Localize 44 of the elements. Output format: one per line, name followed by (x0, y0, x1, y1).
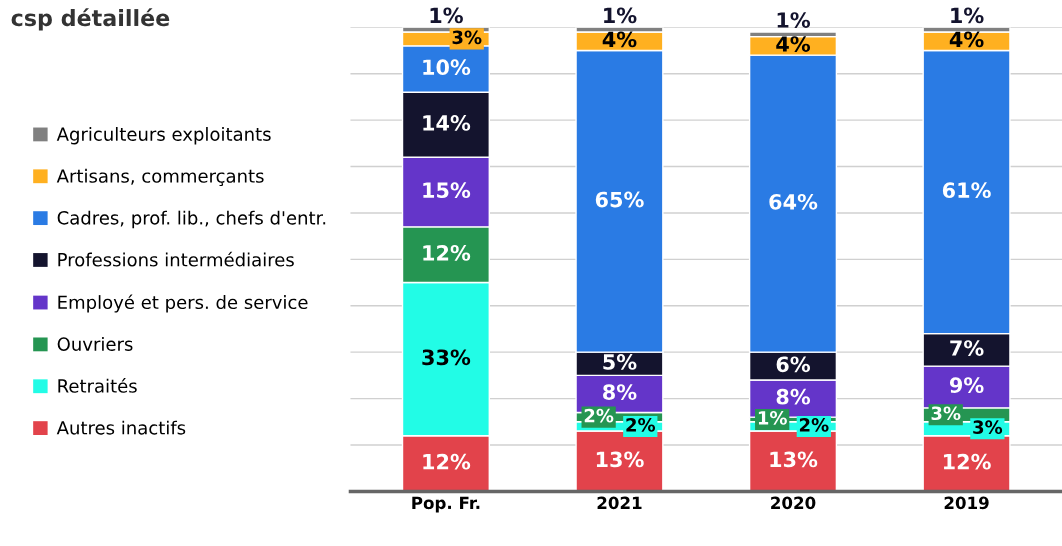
data-label: 33% (422, 349, 471, 366)
legend-label: Autres inactifs (56, 420, 186, 435)
x-tick-label: 2020 (771, 496, 816, 510)
legend-label: Agriculteurs exploitants (56, 126, 271, 145)
data-label: 8% (776, 388, 811, 405)
data-label: 2% (799, 418, 829, 432)
data-label: 12% (423, 245, 471, 261)
data-label: 1% (758, 411, 787, 425)
data-label: 4% (949, 31, 984, 48)
data-label: 13% (770, 451, 818, 468)
x-tick-label: Pop. Fr. (412, 496, 480, 513)
data-label: 1% (604, 7, 637, 24)
data-label: 61% (942, 182, 991, 199)
x-tick-label: 2021 (597, 496, 642, 510)
data-label: 4% (776, 36, 811, 52)
text: csp détaillée (11, 8, 170, 31)
legend-label: Retraités (58, 378, 137, 393)
data-label: 9% (949, 377, 984, 394)
data-label: 5% (603, 354, 637, 370)
legend-label: Ouvriers (57, 336, 133, 351)
data-label: 64% (769, 193, 818, 210)
data-label: 12% (423, 453, 471, 470)
data-label: 12% (943, 453, 991, 470)
legend-label: Cadres, prof. lib., chefs d'entr. (57, 210, 326, 229)
data-label: 65% (595, 191, 644, 208)
data-label: 1% (777, 12, 811, 28)
legend-label: Professions intermédiaires (58, 251, 294, 267)
data-label: 10% (423, 59, 471, 76)
data-label: 15% (423, 182, 471, 199)
data-label: 7% (950, 340, 984, 356)
x-tick-label: 2019 (944, 496, 989, 510)
legend-label: Employé et pers. de service (58, 294, 308, 313)
data-label: 14% (423, 115, 471, 131)
data-label: 2% (626, 418, 656, 432)
data-label: 13% (596, 451, 644, 468)
data-label: 6% (776, 356, 811, 373)
data-label: 3% (452, 30, 482, 45)
data-label: 2% (584, 408, 614, 423)
legend-label: Artisans, commerçants (56, 168, 264, 187)
data-label: 1% (951, 7, 984, 24)
data-label: 1% (430, 7, 463, 24)
data-label: 3% (931, 406, 961, 421)
data-label: 4% (602, 31, 637, 48)
data-label: 8% (603, 384, 637, 400)
